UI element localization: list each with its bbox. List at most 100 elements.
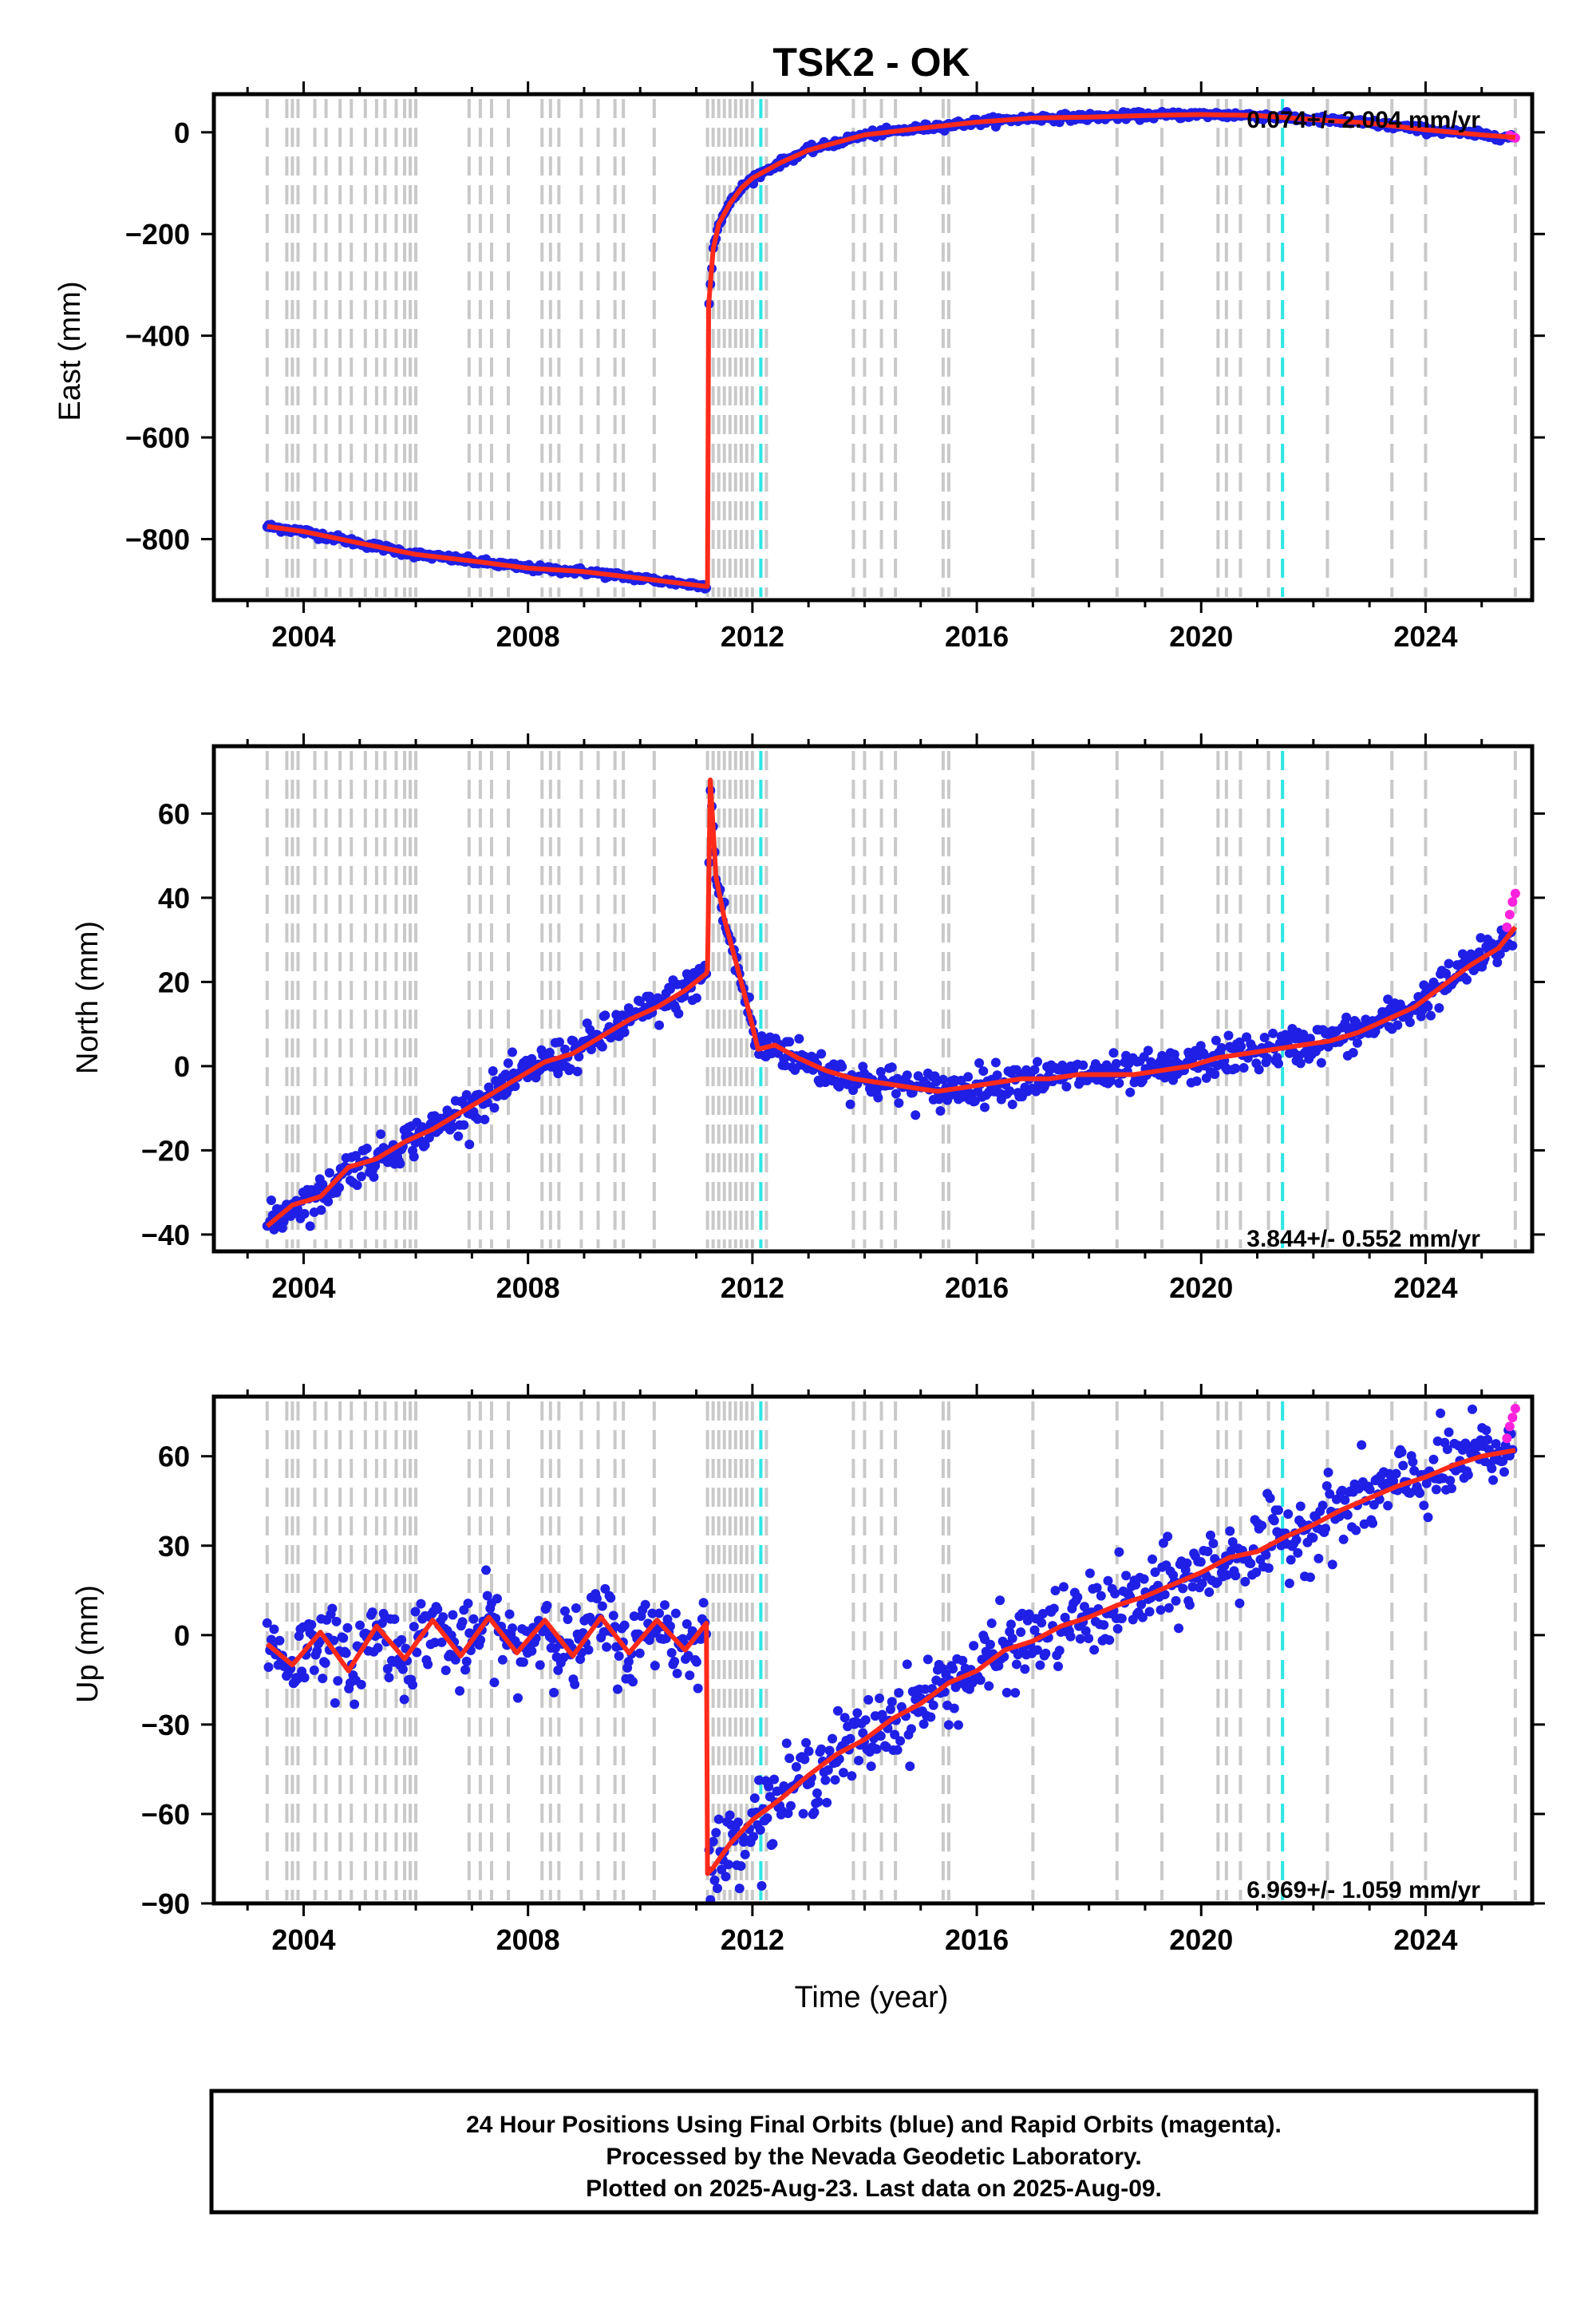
model-line — [265, 1448, 1516, 1876]
final-orbit-point — [334, 1183, 345, 1193]
final-orbit-point — [320, 1658, 330, 1668]
rapid-orbit-point — [1502, 922, 1512, 932]
final-orbit-point — [845, 1099, 855, 1109]
final-orbit-point — [457, 1617, 468, 1627]
y-axis-label: Up (mm) — [71, 1585, 105, 1703]
x-tick-label: 2012 — [721, 1271, 784, 1304]
final-orbit-point — [995, 1595, 1005, 1606]
final-orbit-point — [858, 1728, 868, 1738]
final-orbit-point — [887, 1062, 897, 1073]
final-orbit-point — [798, 1808, 808, 1819]
final-orbit-point — [1269, 1516, 1279, 1526]
final-orbit-point — [1391, 1468, 1401, 1479]
final-orbit-point — [1104, 1635, 1115, 1646]
final-orbit-point — [1111, 1058, 1121, 1069]
final-orbit-point — [503, 1058, 513, 1069]
final-orbit-point — [275, 1635, 285, 1646]
x-tick-label: 2024 — [1393, 620, 1457, 653]
x-axis-label: Time (year) — [795, 1981, 949, 2014]
final-orbit-point — [1295, 1501, 1306, 1512]
final-orbit-point — [512, 1693, 523, 1703]
final-orbit-point — [1005, 1086, 1015, 1097]
model-line — [267, 112, 1516, 589]
final-orbit-point — [687, 1626, 697, 1636]
final-orbit-point — [1492, 957, 1503, 967]
final-orbit-point — [1338, 1534, 1349, 1544]
final-orbit-point — [1156, 1605, 1166, 1615]
final-orbit-point — [1352, 1037, 1362, 1048]
final-orbit-point — [822, 1797, 832, 1808]
final-orbit-point — [1357, 1440, 1367, 1450]
final-orbit-point — [1137, 1612, 1148, 1622]
event-lines — [265, 99, 1517, 597]
final-orbit-point — [1191, 1076, 1202, 1086]
final-orbit-point — [860, 1715, 871, 1725]
final-orbit-point — [1131, 1579, 1141, 1590]
final-orbit-point — [1159, 1589, 1170, 1599]
final-orbit-point — [1020, 1664, 1030, 1674]
y-tick-label: −200 — [125, 218, 190, 251]
final-orbit-point — [1408, 1456, 1418, 1467]
final-orbit-point — [816, 1049, 827, 1059]
final-orbit-point — [1295, 1058, 1306, 1069]
final-orbit-point — [1178, 1583, 1188, 1594]
final-orbit-point — [305, 1221, 315, 1231]
final-orbit-point — [367, 1607, 377, 1618]
final-orbit-point — [634, 1648, 645, 1658]
final-orbit-point — [644, 1635, 654, 1646]
final-orbit-point — [1037, 1618, 1047, 1628]
final-orbit-point — [619, 1620, 630, 1630]
final-orbit-point — [550, 1643, 560, 1654]
final-orbit-point — [1314, 1553, 1324, 1563]
final-orbit-point — [464, 1140, 475, 1150]
final-orbit-point — [1491, 1439, 1501, 1449]
final-orbit-point — [463, 1599, 473, 1609]
y-tick-label: 60 — [158, 1441, 190, 1473]
final-orbit-point — [608, 1611, 618, 1621]
final-orbit-point — [482, 1591, 492, 1601]
x-tick-label: 2004 — [271, 620, 335, 653]
final-orbit-point — [1423, 1002, 1433, 1012]
final-orbit-point — [1125, 1087, 1136, 1097]
y-tick-label: −20 — [141, 1134, 190, 1167]
axis-ticks: 2004 2008 2012 2016 2020 2024 0 −200 −400 −600 −80… — [125, 81, 1545, 653]
final-orbit-point — [312, 1646, 322, 1656]
final-orbit-point — [974, 1058, 985, 1069]
final-orbit-point — [341, 1648, 351, 1658]
final-orbit-point — [324, 1168, 334, 1178]
final-orbit-point — [1254, 1065, 1264, 1075]
final-orbit-point — [986, 1618, 997, 1628]
x-tick-label: 2020 — [1169, 1271, 1233, 1304]
final-orbit-point — [734, 1883, 745, 1894]
final-orbit-point — [670, 1608, 681, 1618]
rapid-orbit-point — [1504, 910, 1515, 919]
final-orbit-point — [762, 1813, 772, 1824]
final-orbit-point — [591, 1594, 602, 1604]
final-orbit-point — [902, 1070, 912, 1081]
x-tick-label: 2008 — [496, 620, 560, 653]
final-orbit-point — [437, 1637, 447, 1647]
final-orbit-point — [1211, 1035, 1221, 1045]
final-orbit-point — [945, 1090, 955, 1101]
final-orbit-point — [1305, 1034, 1315, 1044]
final-orbit-point — [1246, 1559, 1256, 1569]
final-orbit-point — [420, 1140, 430, 1150]
final-orbit-point — [1265, 1493, 1275, 1504]
final-orbit-point — [693, 1683, 703, 1694]
final-orbit-point — [1415, 1488, 1425, 1498]
final-orbit-point — [1001, 1687, 1012, 1697]
x-tick-label: 2008 — [496, 1271, 560, 1304]
final-orbit-point — [1235, 1598, 1245, 1608]
final-orbit-point — [813, 1796, 824, 1807]
final-orbit-point — [1013, 1650, 1023, 1660]
x-tick-label: 2008 — [496, 1923, 560, 1956]
x-tick-label: 2020 — [1169, 620, 1233, 653]
final-orbit-point — [1065, 1631, 1076, 1642]
final-orbit-point — [922, 1654, 933, 1665]
final-orbit-point — [1205, 1530, 1215, 1540]
final-orbit-point — [1257, 1520, 1267, 1531]
final-orbit-point — [1195, 1557, 1206, 1567]
final-orbit-point — [262, 1618, 272, 1628]
final-orbit-point — [1238, 1063, 1249, 1073]
final-orbit-point — [665, 984, 675, 994]
